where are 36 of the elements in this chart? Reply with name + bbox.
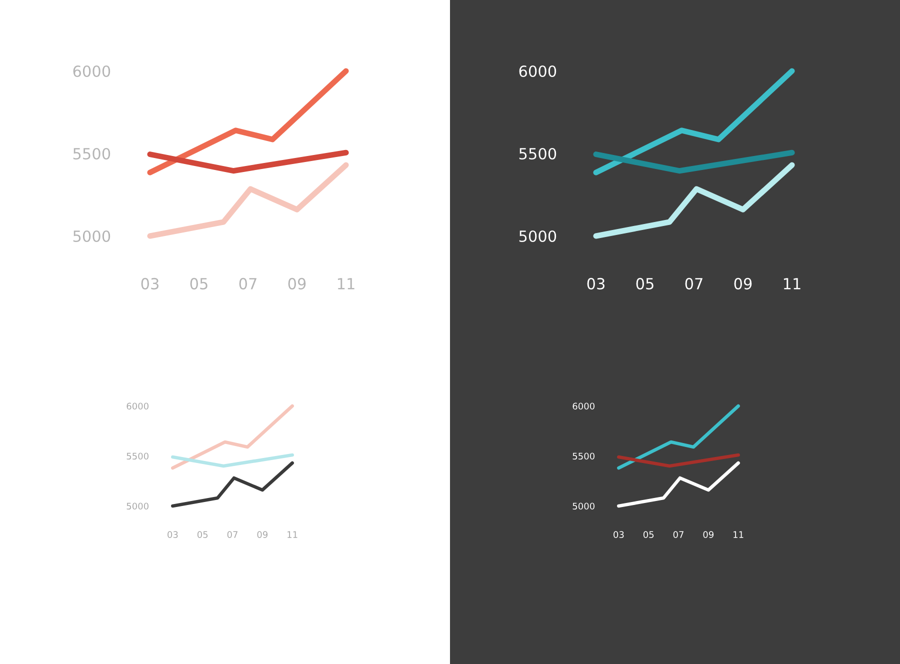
y-tick-label: 6000 bbox=[519, 65, 556, 78]
x-tick-label: 09 bbox=[703, 531, 714, 538]
x-tick-label: 09 bbox=[288, 278, 306, 290]
y-tick-label: 5500 bbox=[519, 148, 556, 160]
y-tick-label: 5000 bbox=[73, 230, 110, 242]
y-tick-label: 5500 bbox=[572, 452, 594, 460]
line-series bbox=[171, 461, 294, 508]
y-tick-label: 6000 bbox=[126, 402, 148, 410]
x-tick-label: 05 bbox=[636, 278, 654, 290]
line-series bbox=[617, 461, 740, 508]
x-tick-label: 09 bbox=[734, 278, 752, 290]
x-tick-label: 05 bbox=[197, 531, 208, 538]
line-series bbox=[171, 404, 294, 470]
x-tick-label: 03 bbox=[141, 278, 158, 290]
y-tick-label: 5000 bbox=[572, 502, 594, 510]
y-tick-label: 5000 bbox=[519, 230, 556, 242]
y-tick-label: 6000 bbox=[572, 402, 594, 410]
y-tick-label: 6000 bbox=[73, 65, 110, 78]
x-tick-label: 09 bbox=[257, 531, 268, 538]
x-tick-label: 05 bbox=[643, 531, 654, 538]
x-tick-label: 07 bbox=[239, 278, 256, 290]
x-tick-label: 11 bbox=[338, 278, 354, 290]
x-tick-label: 11 bbox=[734, 531, 744, 538]
line-series bbox=[617, 404, 740, 470]
x-tick-label: 07 bbox=[685, 278, 702, 290]
x-tick-label: 03 bbox=[614, 531, 624, 538]
x-tick-label: 11 bbox=[288, 531, 298, 538]
y-tick-label: 5500 bbox=[126, 452, 148, 460]
y-tick-label: 5500 bbox=[73, 148, 110, 160]
x-tick-label: 07 bbox=[673, 531, 684, 538]
x-tick-label: 11 bbox=[784, 278, 800, 290]
y-tick-label: 5000 bbox=[126, 502, 148, 510]
x-tick-label: 05 bbox=[190, 278, 208, 290]
x-tick-label: 07 bbox=[227, 531, 238, 538]
x-tick-label: 03 bbox=[168, 531, 178, 538]
x-tick-label: 03 bbox=[587, 278, 604, 290]
